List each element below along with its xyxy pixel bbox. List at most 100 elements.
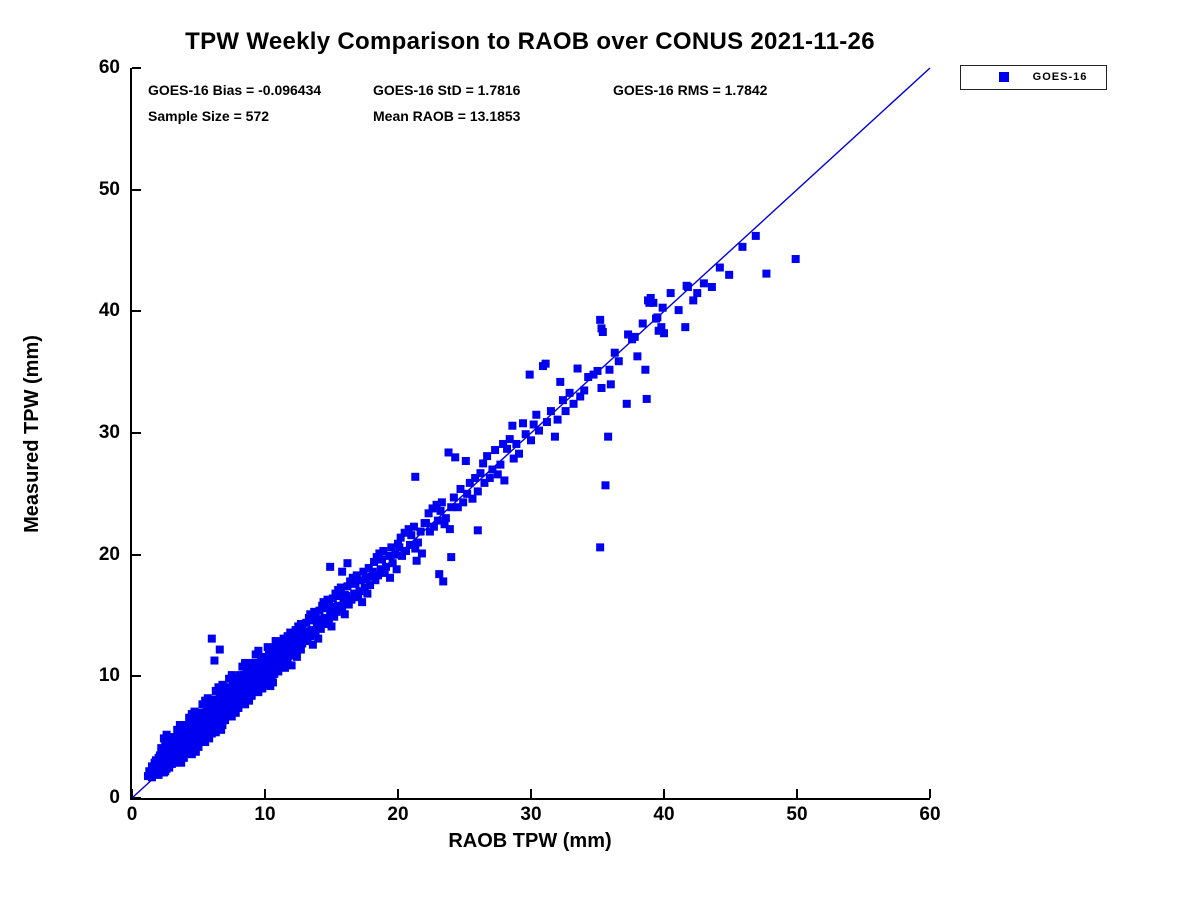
data-point	[190, 707, 199, 716]
stat-bias: GOES-16 Bias = -0.096434	[148, 82, 322, 98]
data-point	[674, 306, 683, 315]
data-point	[311, 629, 320, 638]
data-point	[308, 640, 317, 649]
stat-std: GOES-16 StD = 1.7816	[373, 82, 521, 98]
data-point	[330, 612, 339, 621]
data-point	[441, 514, 450, 523]
data-point	[388, 559, 397, 568]
data-point	[154, 770, 163, 779]
data-point	[416, 527, 425, 536]
data-point	[386, 573, 395, 582]
data-point	[343, 582, 352, 591]
legend-series-label: GOES-16	[1032, 71, 1088, 83]
x-axis-label: RAOB TPW (mm)	[448, 830, 612, 852]
scatter-canvas	[131, 67, 931, 799]
data-point	[288, 630, 297, 639]
data-point	[604, 432, 613, 441]
data-point	[435, 570, 444, 579]
data-point	[243, 682, 252, 691]
data-point	[658, 303, 667, 312]
data-point	[657, 323, 666, 332]
data-point	[374, 571, 383, 580]
data-point	[195, 733, 204, 742]
data-point	[175, 727, 184, 736]
data-point	[347, 595, 356, 604]
data-point	[179, 753, 188, 762]
data-point	[171, 746, 180, 755]
data-point	[177, 736, 186, 745]
data-point	[515, 449, 524, 458]
stat-sample-size: Sample Size = 572	[148, 108, 270, 124]
data-point	[436, 506, 445, 515]
data-point	[207, 634, 216, 643]
data-point	[622, 399, 631, 408]
data-point	[335, 592, 344, 601]
data-point	[584, 373, 593, 382]
data-point	[473, 526, 482, 535]
data-point	[366, 581, 375, 590]
data-point	[328, 594, 337, 603]
x-tick	[929, 789, 931, 798]
data-point	[362, 575, 371, 583]
y-tick	[132, 67, 141, 69]
data-point	[217, 725, 226, 734]
data-point	[234, 703, 243, 712]
data-point	[445, 525, 454, 534]
data-point	[576, 392, 585, 401]
data-point	[360, 583, 369, 592]
data-point	[185, 735, 194, 744]
data-point	[509, 454, 518, 463]
data-point	[762, 269, 771, 278]
data-point	[262, 655, 271, 664]
x-tick	[530, 789, 532, 798]
data-point	[508, 421, 517, 430]
data-point	[161, 767, 170, 776]
x-tick	[264, 789, 266, 798]
data-point	[449, 493, 458, 502]
data-point	[237, 675, 246, 684]
data-point	[527, 436, 535, 445]
data-point	[343, 559, 352, 568]
data-point	[447, 503, 456, 512]
data-point	[693, 289, 702, 298]
data-point	[306, 632, 315, 641]
data-point	[461, 456, 470, 465]
x-tick-label: 0	[126, 804, 138, 825]
data-point	[483, 452, 492, 461]
data-point	[605, 365, 614, 374]
data-point	[339, 599, 348, 608]
data-point	[738, 242, 747, 251]
y-tick-label: 20	[98, 543, 120, 565]
data-point	[352, 571, 361, 580]
data-point	[182, 746, 191, 755]
data-point	[266, 682, 275, 691]
data-point	[344, 600, 353, 609]
data-point	[597, 383, 606, 392]
data-point	[493, 470, 502, 479]
data-point	[384, 551, 393, 560]
data-point	[218, 721, 227, 729]
data-point	[338, 605, 347, 614]
data-point	[247, 691, 256, 700]
data-point	[565, 388, 574, 397]
y-tick	[132, 675, 141, 678]
data-point	[556, 377, 565, 386]
data-point	[203, 694, 212, 703]
data-point	[519, 419, 528, 428]
data-point	[550, 432, 559, 441]
y-tick	[132, 553, 141, 556]
data-point	[699, 279, 708, 288]
data-point	[319, 620, 328, 629]
data-point	[354, 593, 363, 602]
data-point	[646, 293, 655, 302]
data-point	[205, 734, 214, 743]
data-point	[358, 598, 367, 607]
data-point	[681, 323, 690, 332]
data-point	[404, 525, 413, 534]
data-point	[480, 478, 489, 487]
data-point	[245, 696, 254, 705]
data-point	[411, 472, 420, 481]
data-point	[379, 547, 388, 556]
data-point	[190, 733, 199, 742]
data-point	[503, 444, 512, 453]
